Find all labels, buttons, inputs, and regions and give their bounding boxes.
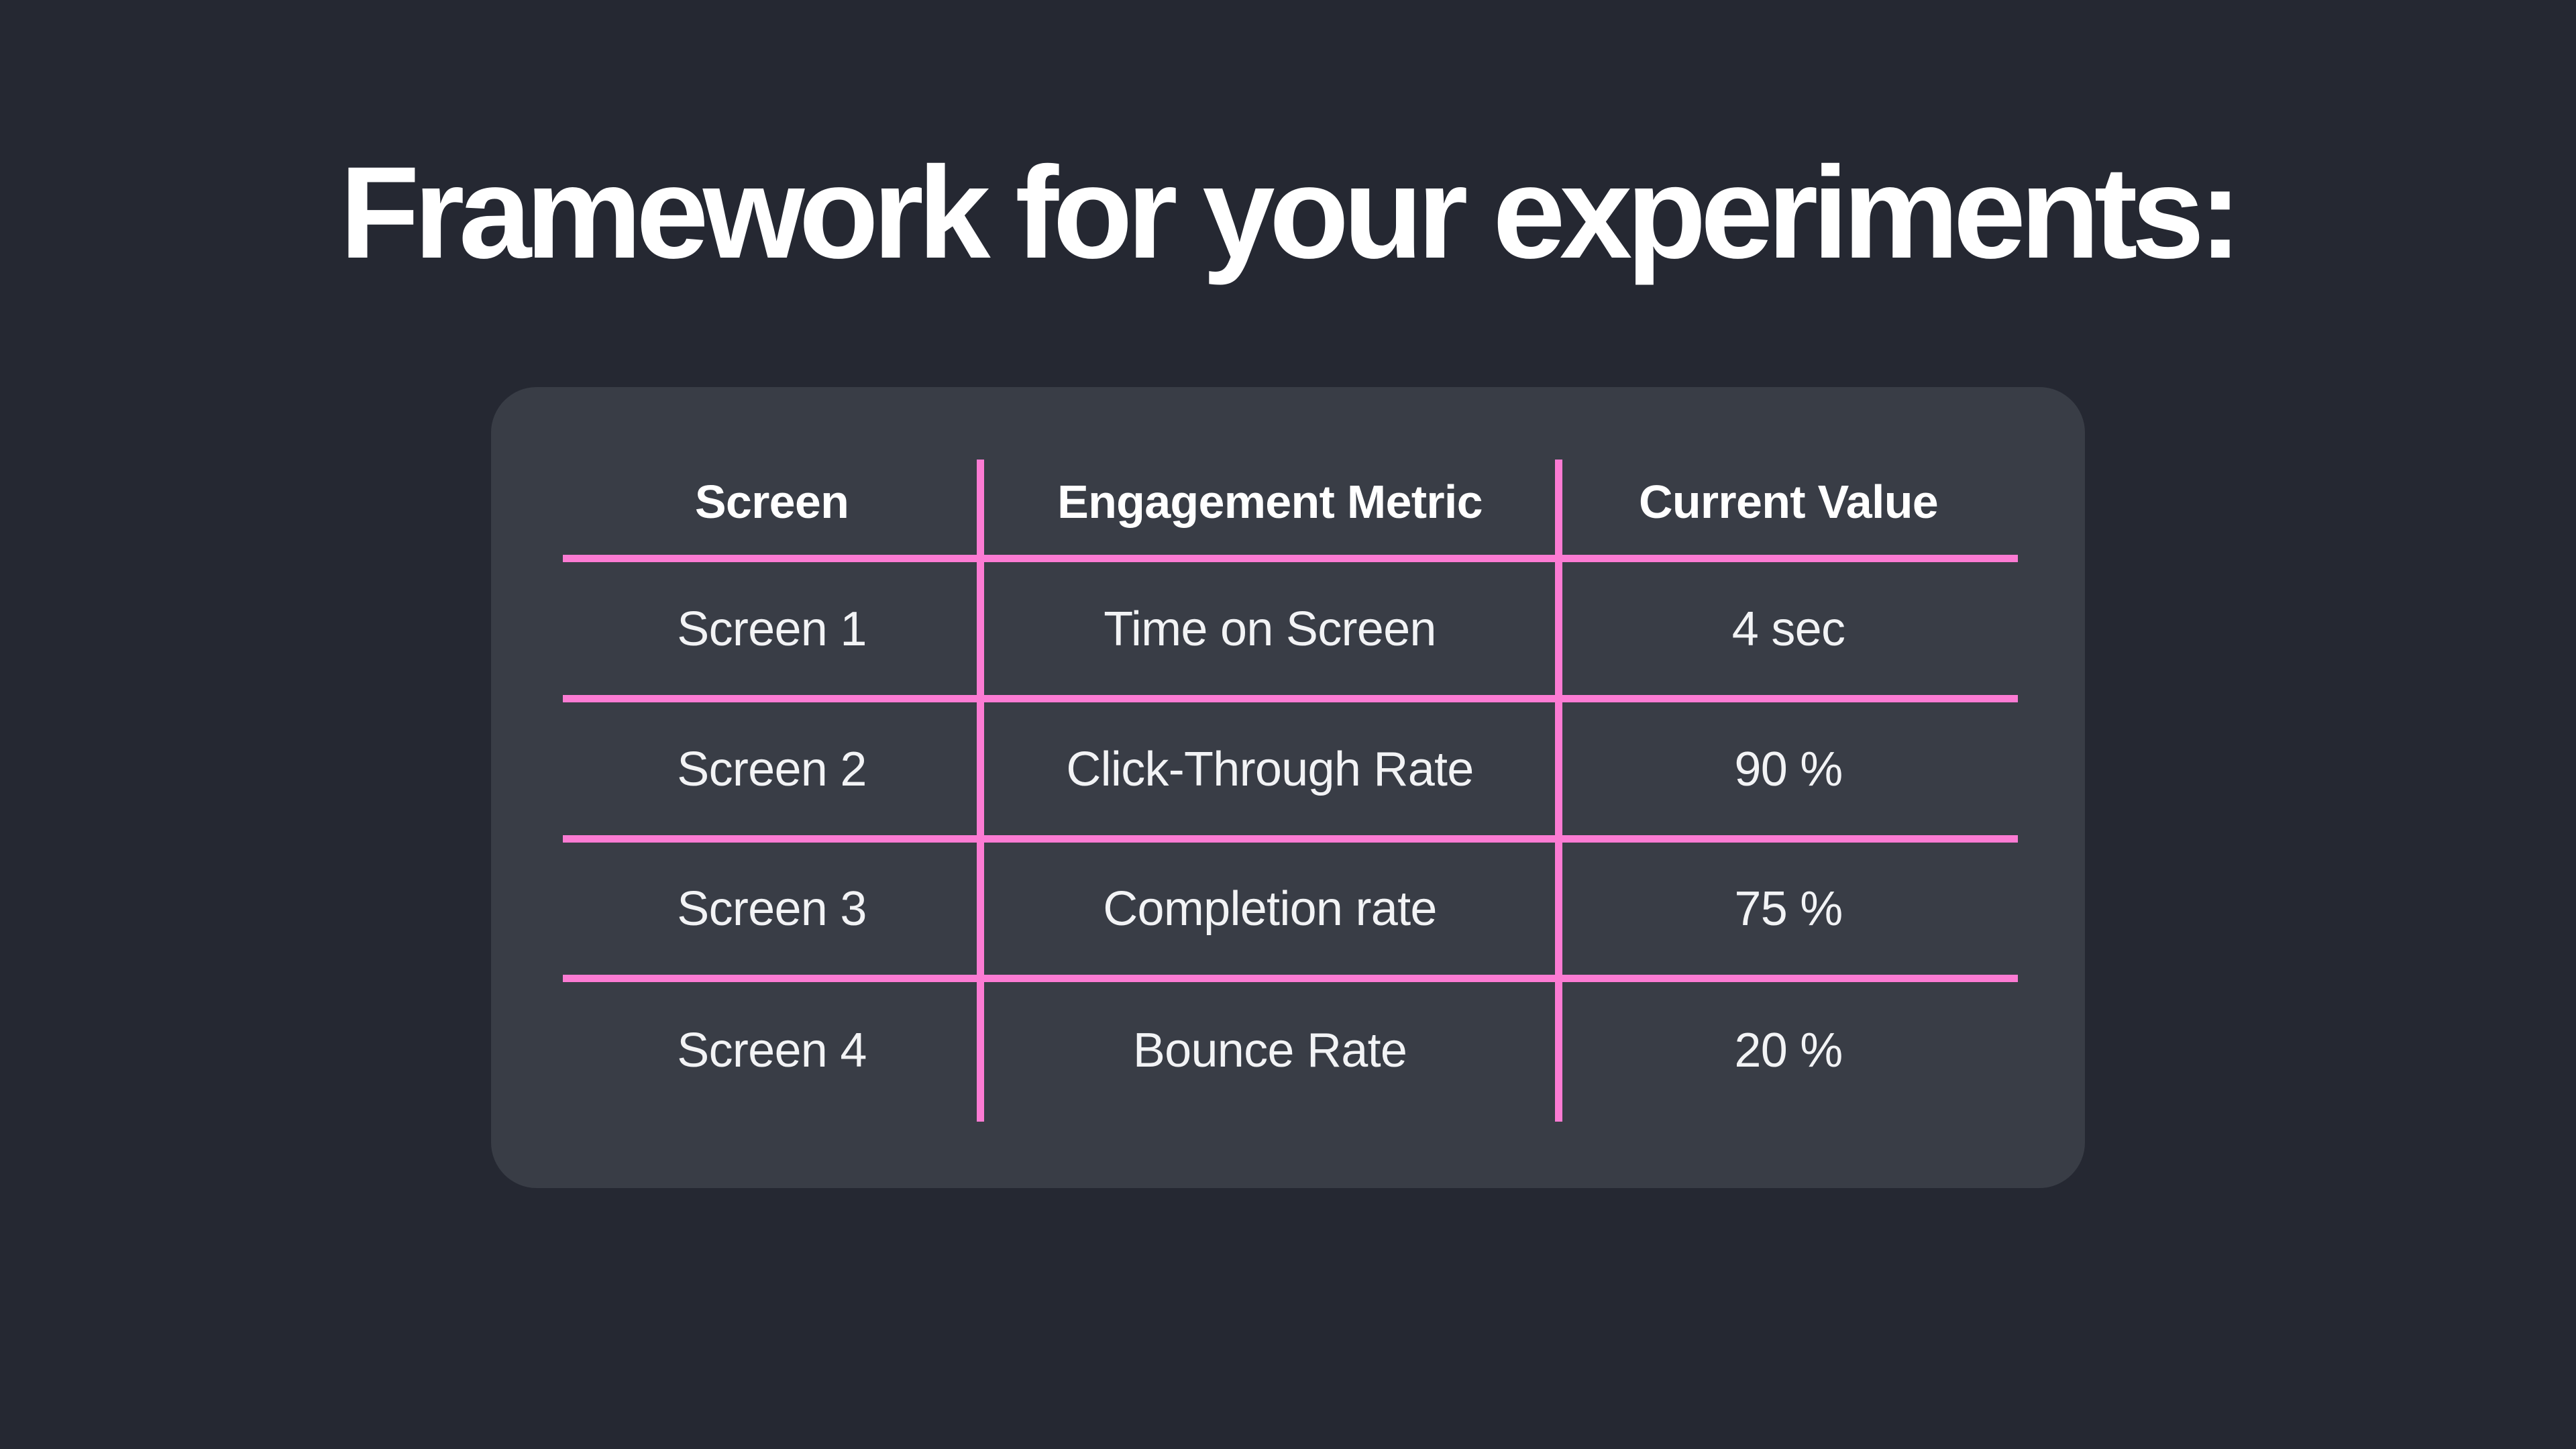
table-cell-metric: Click-Through Rate [1066,742,1474,796]
table-cell-metric: Bounce Rate [1132,1023,1407,1077]
table-card [491,387,2085,1188]
table-cell-screen: Screen 2 [677,742,867,796]
row-separator-line [563,975,2018,982]
table-cell-value: 90 % [1734,742,1843,796]
column-separator-line [1555,460,1562,1122]
table-cell-metric: Time on Screen [1104,602,1436,656]
metrics-table: Screen Engagement Metric Current Value S… [563,460,2018,1122]
column-separator-line [977,460,984,1122]
table-cell-screen: Screen 4 [677,1023,867,1077]
column-header-metric: Engagement Metric [1057,476,1483,528]
column-header-value: Current Value [1638,476,1939,528]
row-separator-line [563,695,2018,702]
table-cell-value: 75 % [1734,882,1843,936]
table-cell-value: 20 % [1734,1023,1843,1077]
table-cell-value: 4 sec [1731,602,1845,656]
column-header-screen: Screen [694,476,849,528]
row-separator-line [563,555,2018,562]
table-cell-metric: Completion rate [1103,882,1437,936]
row-separator-line [563,835,2018,843]
table-cell-screen: Screen 3 [677,882,867,936]
page-title: Framework for your experiments: [339,140,2242,286]
table-cell-screen: Screen 1 [677,602,867,656]
